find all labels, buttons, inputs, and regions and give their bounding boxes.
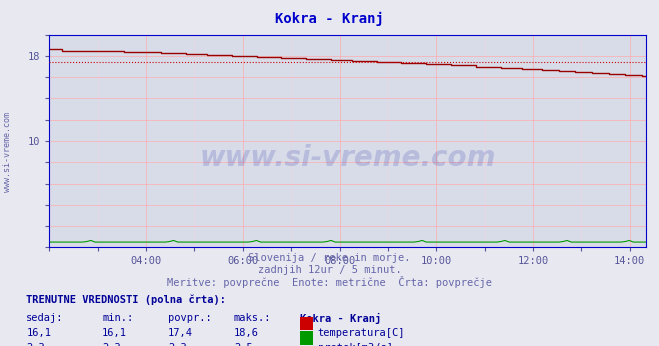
Text: pretok[m3/s]: pretok[m3/s] (318, 343, 393, 346)
Text: Kokra - Kranj: Kokra - Kranj (275, 12, 384, 26)
Text: zadnjih 12ur / 5 minut.: zadnjih 12ur / 5 minut. (258, 265, 401, 275)
Text: povpr.:: povpr.: (168, 313, 212, 323)
Text: temperatura[C]: temperatura[C] (318, 328, 405, 338)
Text: 2,3: 2,3 (26, 343, 45, 346)
Text: maks.:: maks.: (234, 313, 272, 323)
Text: 2,3: 2,3 (168, 343, 186, 346)
Text: TRENUTNE VREDNOSTI (polna črta):: TRENUTNE VREDNOSTI (polna črta): (26, 295, 226, 305)
Text: Kokra - Kranj: Kokra - Kranj (300, 313, 381, 324)
Text: Slovenija / reke in morje.: Slovenija / reke in morje. (248, 253, 411, 263)
Text: min.:: min.: (102, 313, 133, 323)
Text: Meritve: povprečne  Enote: metrične  Črta: povprečje: Meritve: povprečne Enote: metrične Črta:… (167, 276, 492, 288)
Text: 2,5: 2,5 (234, 343, 252, 346)
Text: www.si-vreme.com: www.si-vreme.com (3, 112, 13, 192)
Text: sedaj:: sedaj: (26, 313, 64, 323)
Text: 16,1: 16,1 (102, 328, 127, 338)
Text: 2,3: 2,3 (102, 343, 121, 346)
Text: 18,6: 18,6 (234, 328, 259, 338)
Text: www.si-vreme.com: www.si-vreme.com (200, 144, 496, 172)
Text: 16,1: 16,1 (26, 328, 51, 338)
Text: 17,4: 17,4 (168, 328, 193, 338)
